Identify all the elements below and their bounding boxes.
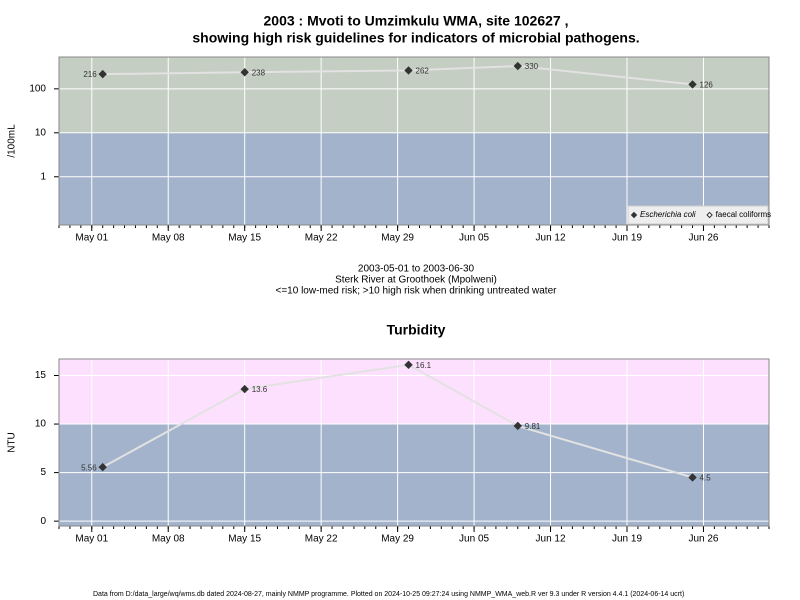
value-label: 238 (252, 68, 266, 77)
x-tick-label: May 15 (228, 233, 261, 244)
legend-marker (630, 211, 638, 219)
data-point (688, 473, 697, 482)
data-point (240, 384, 249, 394)
y-tick-label: 1 (40, 171, 46, 182)
data-point (513, 421, 522, 431)
value-label: 262 (416, 67, 430, 76)
x-tick-label: Jun 26 (688, 534, 718, 545)
value-label: 13.6 (252, 385, 268, 394)
legend-label: faecal coliforms (716, 210, 772, 219)
x-tick-label: May 15 (228, 534, 261, 545)
data-point (513, 61, 522, 71)
legend-label: Escherichia coli (640, 210, 696, 219)
value-label: 216 (83, 70, 97, 79)
x-tick-label: May 22 (305, 534, 338, 545)
x-tick-label: May 08 (152, 534, 185, 545)
y-axis-label: NTU (7, 432, 18, 453)
plot-frame (58, 56, 770, 226)
x-tick-label: Jun 19 (612, 534, 642, 545)
legend-marker (706, 211, 713, 219)
chart-title: 2003 : Mvoti to Umzimkulu WMA, site 1026… (264, 13, 569, 29)
value-label: 330 (525, 62, 539, 71)
data-point (404, 66, 413, 75)
y-tick-label: 10 (35, 127, 47, 138)
note: Sterk River at Groothoek (Mpolweni) (335, 275, 497, 286)
x-tick-label: May 08 (152, 233, 185, 244)
note: <=10 low-med risk; >10 high risk when dr… (276, 286, 558, 297)
x-tick-label: May 01 (75, 534, 108, 545)
low-risk-band (59, 424, 769, 526)
x-tick-label: May 22 (305, 233, 338, 244)
value-label: 5.56 (81, 463, 97, 472)
value-label: 4.5 (700, 474, 712, 483)
value-label: 16.1 (416, 361, 432, 370)
note: 2003-05-01 to 2003-06-30 (358, 264, 475, 275)
high-risk-band (59, 57, 769, 133)
x-tick-label: Jun 12 (536, 233, 566, 244)
x-tick-label: Jun 12 (536, 534, 566, 545)
data-point (240, 68, 249, 77)
x-tick-label: Jun 19 (612, 233, 642, 244)
y-tick-label: 0 (40, 516, 46, 527)
x-tick-label: May 29 (381, 534, 414, 545)
data-point (98, 69, 107, 79)
y-tick-label: 10 (35, 419, 47, 430)
chart-title: Turbidity (387, 322, 446, 338)
plot-frame (58, 358, 770, 527)
x-tick-label: Jun 26 (688, 233, 718, 244)
data-point (98, 462, 107, 472)
high-risk-band (59, 359, 769, 425)
chart-subtitle: showing high risk guidelines for indicat… (192, 30, 639, 46)
data-point (688, 80, 697, 89)
value-label: 126 (700, 81, 714, 90)
value-label: 9.81 (525, 422, 541, 431)
legend-box (627, 205, 769, 225)
data-point (404, 360, 413, 370)
footer: Data from D:/data_large/wq/wms.db dated … (93, 591, 684, 598)
y-axis-label: /100mL (7, 124, 18, 158)
x-tick-label: Jun 05 (459, 233, 489, 244)
x-tick-label: May 29 (381, 233, 414, 244)
y-tick-label: 5 (40, 467, 46, 478)
y-tick-label: 100 (29, 83, 46, 94)
x-tick-label: Jun 05 (459, 534, 489, 545)
y-tick-label: 15 (35, 370, 47, 381)
x-tick-label: May 01 (75, 233, 108, 244)
